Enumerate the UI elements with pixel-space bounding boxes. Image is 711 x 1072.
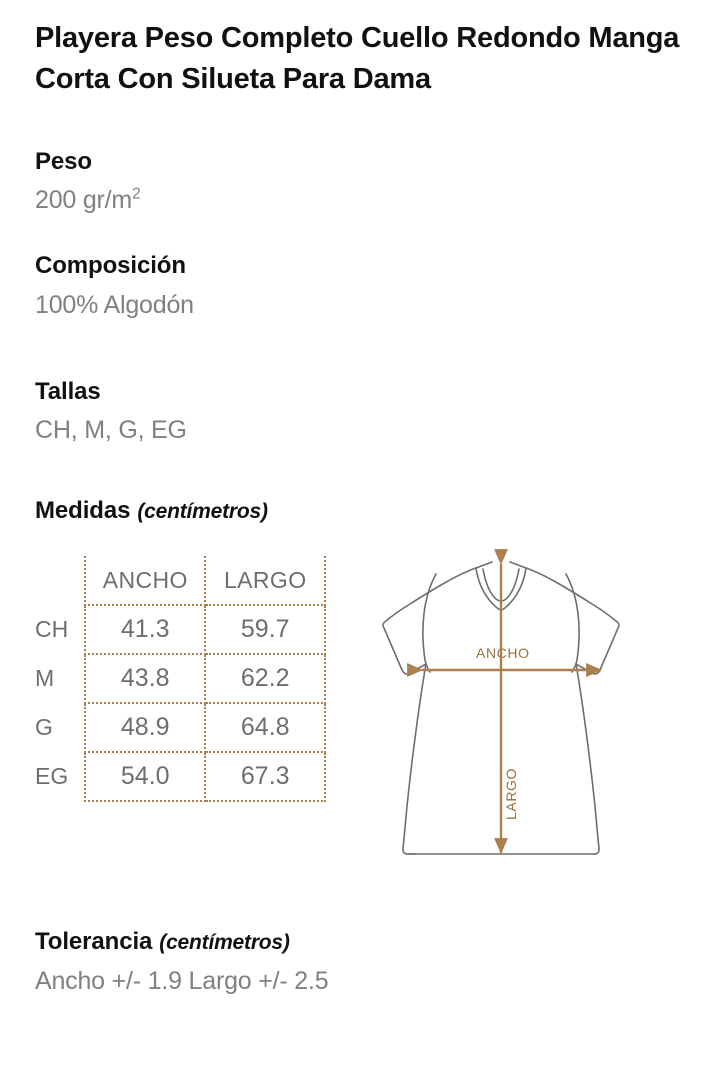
medidas-heading: Medidas (centímetros) <box>35 497 268 525</box>
peso-number: 200 gr/m <box>35 186 133 214</box>
tolerancia-heading-unit: (centímetros) <box>159 931 290 954</box>
column-header-ancho: ANCHO <box>84 556 207 606</box>
tshirt-outline-icon <box>382 561 620 855</box>
spec-label-peso: Peso <box>35 148 92 175</box>
table-row: EG 54.0 67.3 <box>32 752 327 802</box>
cell-largo: 62.2 <box>204 654 327 704</box>
cell-ancho: 43.8 <box>84 654 207 704</box>
tolerancia-heading: Tolerancia (centímetros) <box>35 928 290 956</box>
medidas-heading-unit: (centímetros) <box>137 500 268 523</box>
table-row: M 43.8 62.2 <box>32 654 327 704</box>
row-size-label: M <box>35 665 55 691</box>
cell-ancho: 48.9 <box>84 703 207 753</box>
tolerancia-heading-main: Tolerancia <box>35 928 153 955</box>
table-corner-blank <box>32 556 85 605</box>
cell-ancho: 41.3 <box>84 605 207 655</box>
page-title: Playera Peso Completo Cuello Redondo Man… <box>35 22 680 96</box>
peso-unit-exponent: 2 <box>132 185 141 203</box>
table-header-row: ANCHO LARGO <box>32 556 327 606</box>
ancho-label: ANCHO <box>476 645 530 661</box>
spec-label-composicion: Composición <box>35 252 186 279</box>
column-header-largo: LARGO <box>204 556 327 606</box>
tshirt-diagram: ANCHO LARGO <box>382 549 620 855</box>
spec-value-peso: 200 gr/m2 <box>35 185 141 215</box>
spec-value-tallas: CH, M, G, EG <box>35 416 187 444</box>
measurements-table: ANCHO LARGO CH 41.3 59.7 M 43.8 62.2 G 4… <box>32 556 327 802</box>
row-size-label: CH <box>35 616 69 642</box>
spec-value-composicion: 100% Algodón <box>35 291 194 319</box>
cell-largo: 67.3 <box>204 752 327 802</box>
row-size-label: G <box>35 714 53 740</box>
tolerancia-value: Ancho +/- 1.9 Largo +/- 2.5 <box>35 967 329 995</box>
cell-largo: 59.7 <box>204 605 327 655</box>
cell-ancho: 54.0 <box>84 752 207 802</box>
table-row: CH 41.3 59.7 <box>32 605 327 655</box>
spec-label-tallas: Tallas <box>35 378 101 405</box>
cell-largo: 64.8 <box>204 703 327 753</box>
largo-label: LARGO <box>503 768 519 820</box>
row-size-label: EG <box>35 763 69 789</box>
table-row: G 48.9 64.8 <box>32 703 327 753</box>
medidas-heading-main: Medidas <box>35 497 131 524</box>
